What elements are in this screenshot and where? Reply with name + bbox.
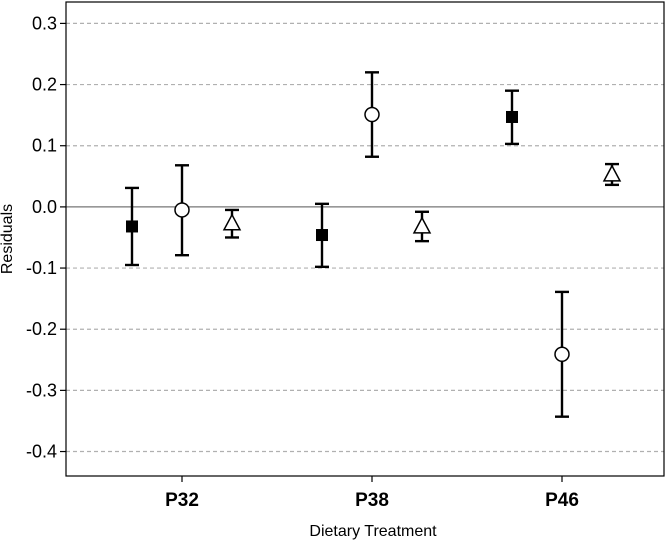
y-tick-label: -0.2: [26, 319, 57, 339]
y-axis-label: Residuals: [0, 204, 16, 274]
y-axis: 0.3 0.2 0.1 0.0 -0.1 -0.2 -0.3 -0.4: [26, 13, 66, 462]
plot-area-frame: [65, 1, 665, 477]
data-marks: [125, 71, 622, 418]
y-tick-label: -0.1: [26, 258, 57, 278]
y-tick-label: 0.0: [32, 197, 57, 217]
y-tick-label: -0.4: [26, 442, 57, 462]
data-point-square: [126, 220, 138, 233]
data-point-triangle: [602, 164, 622, 182]
x-axis-label: Dietary Treatment: [309, 523, 437, 540]
x-tick-label: P46: [545, 490, 579, 511]
y-tick-label: 0.2: [32, 75, 57, 95]
data-point-circle: [364, 106, 380, 123]
x-axis: P32 P38 P46: [165, 476, 579, 511]
y-tick-label: 0.1: [32, 136, 57, 156]
data-point-triangle: [412, 216, 432, 234]
data-point-square: [316, 229, 328, 242]
x-tick-label: P38: [355, 490, 389, 511]
data-point-triangle: [222, 213, 242, 231]
x-tick-label: P32: [165, 490, 199, 511]
gridlines: [66, 22, 664, 453]
data-point-circle: [554, 346, 570, 363]
data-point-circle: [174, 202, 190, 218]
y-tick-label: 0.3: [32, 13, 57, 33]
data-point-square: [506, 110, 518, 123]
y-tick-label: -0.3: [26, 380, 57, 400]
